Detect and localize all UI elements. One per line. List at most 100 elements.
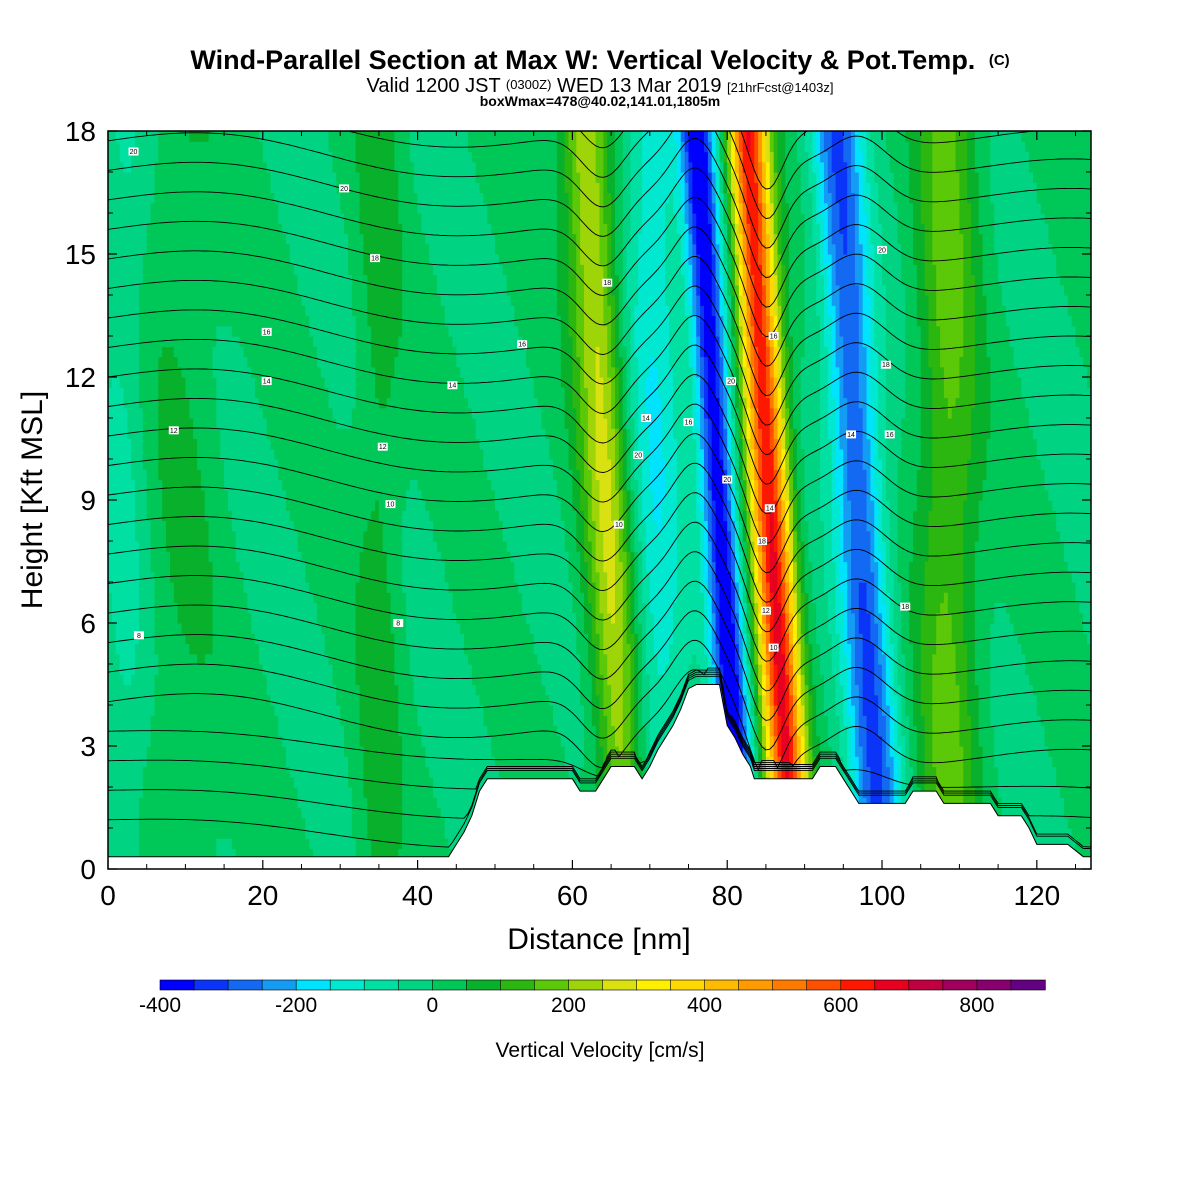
- w-cell: [278, 336, 283, 347]
- w-cell: [204, 284, 210, 296]
- w-cell: [227, 807, 233, 819]
- w-cell: [231, 571, 237, 583]
- w-cell: [235, 571, 241, 583]
- w-cell: [231, 243, 237, 255]
- w-cell: [185, 131, 190, 142]
- w-cell: [316, 161, 322, 173]
- w-cell: [328, 202, 334, 214]
- w-cell: [127, 131, 132, 142]
- w-cell: [224, 141, 229, 153]
- w-cell: [115, 500, 121, 511]
- w-cell: [293, 397, 299, 409]
- w-cell: [305, 325, 310, 337]
- w-cell: [328, 489, 334, 501]
- w-cell: [297, 612, 303, 624]
- w-cell: [108, 192, 113, 204]
- w-cell: [123, 684, 128, 696]
- w-cell: [146, 459, 152, 470]
- w-cell: [324, 530, 330, 542]
- w-cell: [189, 284, 194, 296]
- w-cell: [142, 592, 148, 604]
- w-cell: [266, 848, 272, 860]
- w-cell: [247, 459, 252, 470]
- w-cell: [286, 161, 291, 173]
- w-cell: [340, 295, 345, 306]
- w-cell: [363, 336, 368, 347]
- w-cell: [185, 336, 190, 347]
- w-cell: [251, 459, 256, 470]
- w-cell: [162, 418, 167, 429]
- w-cell: [301, 766, 306, 778]
- w-cell: [115, 828, 121, 839]
- w-cell: [131, 756, 136, 768]
- w-cell: [185, 633, 190, 645]
- w-cell: [324, 325, 330, 337]
- w-cell: [247, 325, 252, 337]
- w-cell: [166, 161, 171, 173]
- w-cell: [332, 643, 337, 655]
- w-cell: [305, 356, 310, 368]
- w-cell: [255, 284, 260, 296]
- w-cell: [173, 489, 179, 501]
- w-cell: [173, 243, 179, 255]
- w-cell: [111, 336, 117, 347]
- w-cell: [355, 387, 361, 399]
- w-cell: [313, 428, 318, 440]
- w-cell: [305, 182, 310, 194]
- w-cell: [251, 131, 256, 142]
- w-cell: [289, 500, 295, 511]
- w-cell: [119, 848, 125, 860]
- w-cell: [108, 592, 113, 604]
- w-cell: [262, 479, 268, 491]
- w-cell: [320, 510, 326, 522]
- w-cell: [235, 643, 241, 655]
- w-cell: [119, 418, 125, 429]
- w-cell: [142, 520, 148, 532]
- w-cell: [293, 633, 299, 645]
- w-cell: [270, 838, 276, 850]
- w-cell: [293, 571, 299, 583]
- w-cell: [135, 797, 140, 809]
- w-cell: [247, 428, 252, 440]
- w-cell: [150, 817, 156, 829]
- w-cell: [197, 387, 202, 399]
- w-cell: [189, 694, 194, 706]
- w-cell: [320, 243, 326, 255]
- w-cell: [301, 192, 306, 204]
- w-cell: [301, 510, 306, 522]
- w-cell: [320, 787, 326, 798]
- w-cell: [289, 459, 295, 470]
- w-cell: [127, 192, 132, 204]
- w-cell: [169, 787, 175, 798]
- w-cell: [189, 295, 194, 306]
- w-cell: [332, 828, 337, 839]
- w-cell: [344, 633, 349, 645]
- w-cell: [162, 448, 167, 460]
- w-cell: [324, 684, 330, 696]
- w-cell: [216, 530, 221, 542]
- w-cell: [266, 674, 272, 686]
- w-cell: [177, 161, 183, 173]
- w-cell: [305, 438, 310, 450]
- w-cell: [371, 817, 376, 829]
- w-cell: [324, 141, 330, 153]
- w-cell: [347, 356, 353, 368]
- w-cell: [262, 131, 268, 142]
- w-cell: [162, 684, 167, 696]
- w-cell: [255, 438, 260, 450]
- w-cell: [169, 735, 175, 747]
- w-cell: [154, 715, 159, 727]
- w-cell: [239, 131, 245, 142]
- w-cell: [367, 643, 372, 655]
- w-cell: [127, 674, 132, 686]
- w-cell: [301, 541, 306, 552]
- w-cell: [197, 479, 202, 491]
- w-cell: [301, 172, 306, 183]
- w-cell: [293, 828, 299, 839]
- w-cell: [297, 510, 303, 522]
- w-cell: [150, 202, 156, 214]
- w-cell: [231, 592, 237, 604]
- w-cell: [224, 233, 229, 245]
- w-cell: [150, 520, 156, 532]
- w-cell: [251, 674, 256, 686]
